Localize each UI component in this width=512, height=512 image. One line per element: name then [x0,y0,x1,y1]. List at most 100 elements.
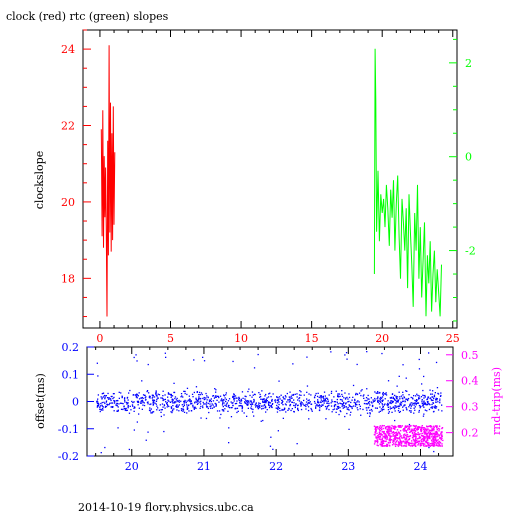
roundtrip-point [400,441,402,444]
offset-point [424,402,426,404]
offset-point [423,401,425,403]
offset-point [170,394,172,396]
offset-point [118,403,120,405]
roundtrip-point [378,435,381,438]
offset-point [115,404,117,406]
offset-point [284,407,286,410]
offset-point [258,405,260,408]
offset-point [225,392,227,394]
offset-point [381,400,384,402]
offset-point [120,392,122,394]
offset-point [202,397,204,400]
offset-point [369,404,371,406]
offset-point [225,398,227,401]
offset-point [163,404,165,406]
offset-point [124,397,126,399]
roundtrip-point [383,436,385,438]
offset-point [341,395,344,397]
offset-point [171,409,174,411]
offset-point [206,406,208,408]
offset-point [215,405,217,407]
roundtrip-point [426,433,428,435]
offset-point [128,448,130,451]
roundtrip-point [404,433,406,435]
offset-point [305,401,308,403]
offset-point [173,382,175,384]
roundtrip-point [428,431,430,433]
offset-point [426,404,429,406]
offset-point [317,405,319,407]
offset-point [225,405,227,407]
offset-point [310,403,312,405]
roundtrip-point [387,429,389,431]
offset-point [187,404,189,407]
offset-point [212,395,214,397]
offset-point [103,394,106,397]
offset-point [360,390,362,392]
offset-point [410,411,412,413]
offset-point [100,396,102,398]
offset-point [221,398,223,400]
offset-point [391,401,394,404]
offset-point [261,390,263,392]
roundtrip-point [382,435,384,438]
offset-point [399,398,401,400]
offset-point [205,392,207,395]
offset-point [137,394,139,397]
roundtrip-point [373,425,376,427]
offset-point [365,407,367,409]
offset-point [278,401,280,403]
offset-point [183,411,186,413]
offset-point [205,397,207,399]
roundtrip-point [409,431,412,433]
offset-point [203,398,205,401]
offset-point [308,402,311,404]
roundtrip-point [375,440,378,442]
roundtrip-point [436,433,439,435]
offset-point [157,393,159,395]
offset-point [258,392,260,394]
roundtrip-point [418,437,420,439]
offset-point [423,375,425,378]
roundtrip-point [405,426,408,428]
roundtrip-point [381,442,383,444]
offset-point [195,399,197,401]
offset-point [151,412,153,414]
offset-point [262,405,264,407]
roundtrip-y-axis-label: rnd-trip(ms) [490,367,503,435]
offset-point [307,402,309,404]
offset-point [281,402,283,404]
roundtrip-point [384,435,386,437]
offset-point [381,410,383,412]
offset-point [302,403,304,405]
offset-point [246,403,248,406]
roundtrip-point [434,441,436,444]
offset-point [381,352,383,355]
offset-point [224,404,226,406]
roundtrip-point [386,445,389,447]
offset-point [398,411,401,413]
offset-point [209,403,211,405]
offset-point [323,399,325,401]
offset-point [337,394,339,396]
offset-point [128,392,130,394]
offset-point [429,389,431,391]
offset-point [398,405,400,407]
offset-point [198,391,201,394]
roundtrip-point [432,432,434,434]
roundtrip-point [377,440,379,443]
offset-point [278,403,280,406]
roundtrip-point [395,441,397,443]
offset-point [186,404,188,406]
offset-point [259,405,261,407]
offset-point [133,406,136,408]
roundtrip-point [401,445,403,447]
offset-point [306,391,308,393]
offset-point [357,400,359,402]
roundtrip-point [398,443,401,445]
offset-point [366,399,368,402]
roundtrip-point [436,428,438,431]
offset-point [260,398,262,400]
offset-point [204,403,206,405]
offset-point [285,411,287,413]
